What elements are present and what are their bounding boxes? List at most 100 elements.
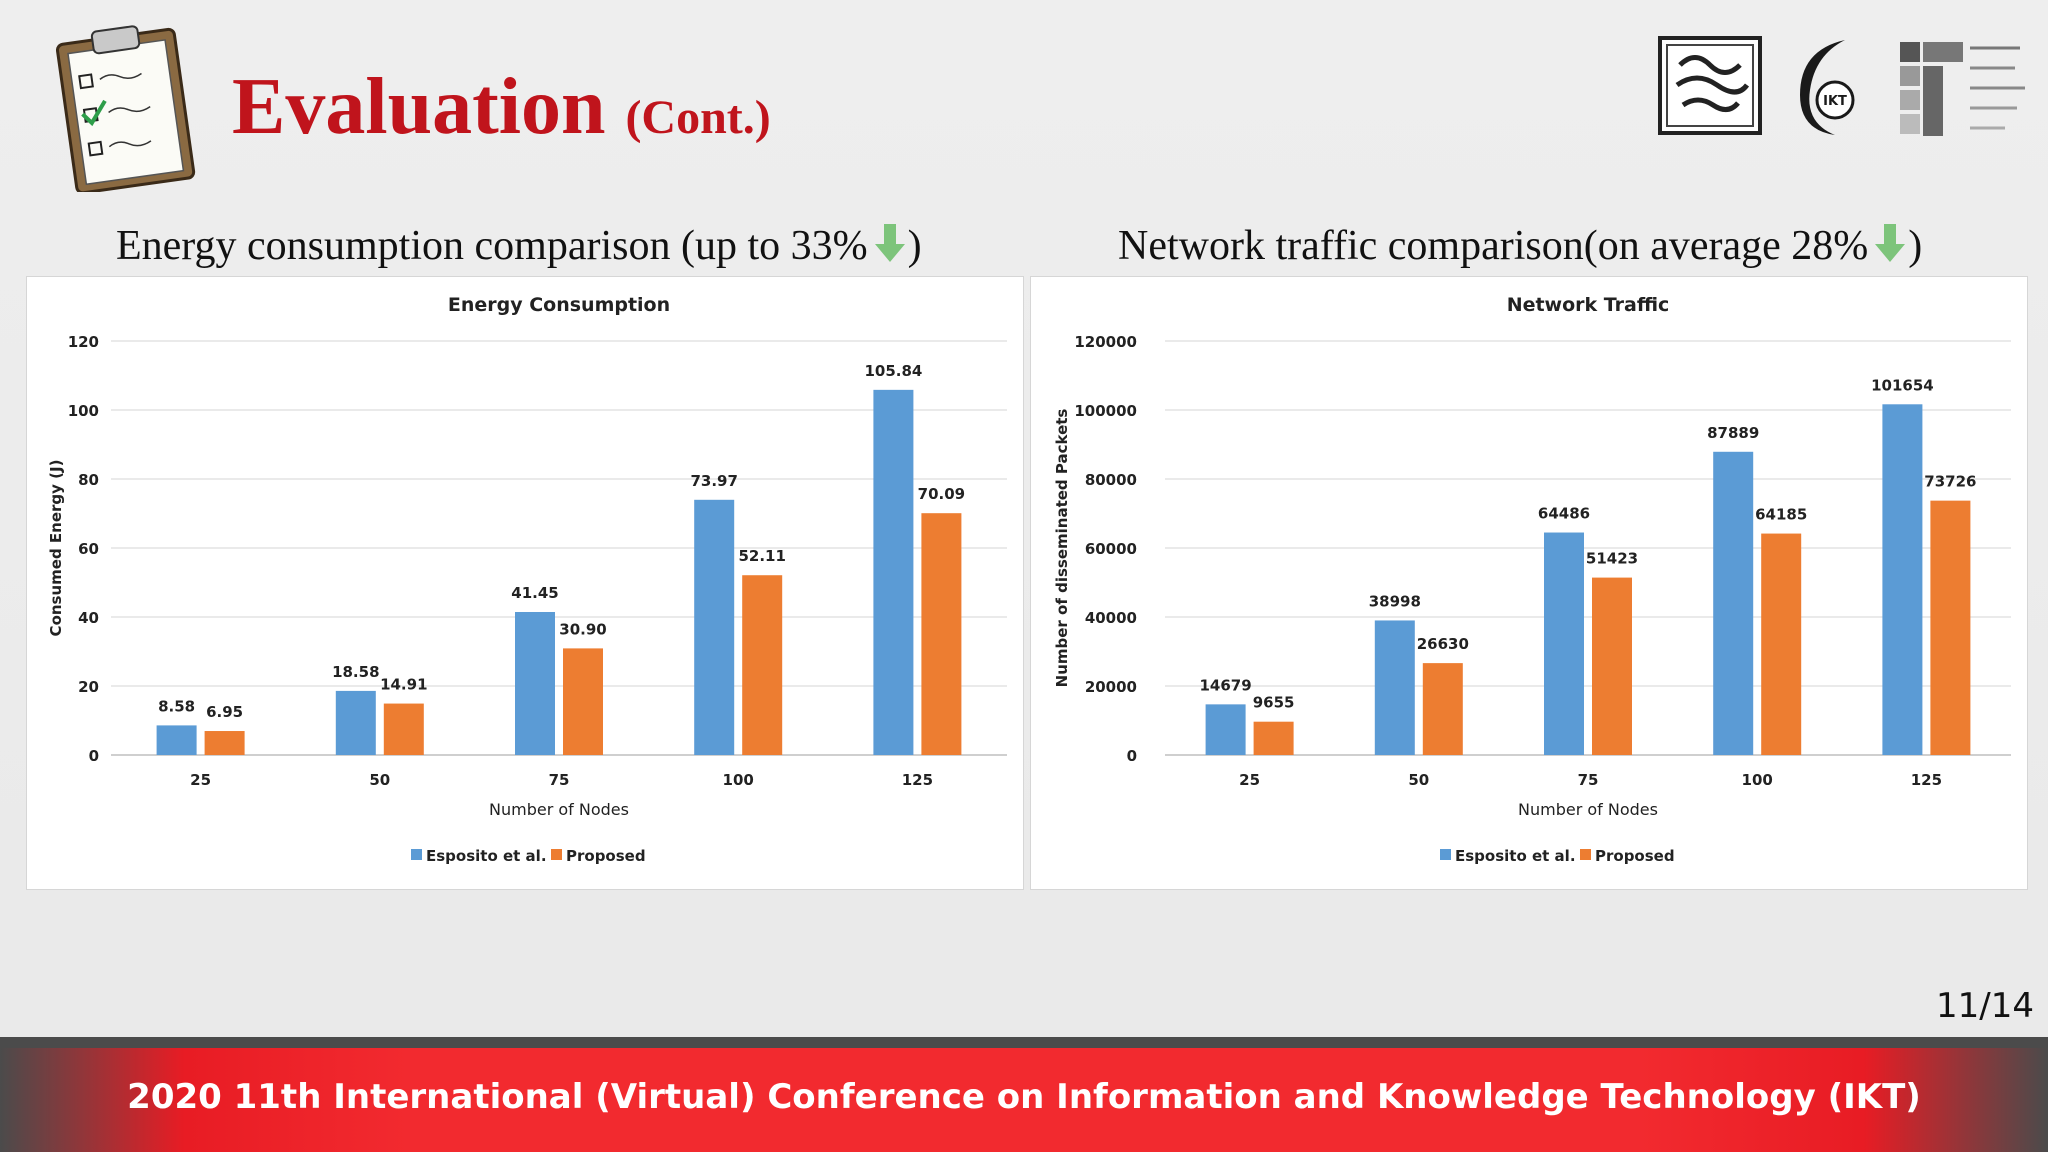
- title-main: Evaluation: [232, 63, 606, 151]
- data-label: 105.84: [864, 362, 922, 380]
- page-title: Evaluation (Cont.): [232, 62, 771, 153]
- x-tick-label: 75: [1578, 771, 1599, 789]
- y-axis-label: Consumed Energy (J): [47, 460, 65, 637]
- data-label: 8.58: [158, 697, 195, 715]
- energy-caption: Energy consumption comparison (up to 33%…: [116, 222, 922, 274]
- x-tick-label: 50: [369, 771, 390, 789]
- data-label: 9655: [1253, 694, 1295, 712]
- bar-proposed: [1253, 721, 1294, 755]
- chart-title: Network Traffic: [1507, 294, 1670, 316]
- data-label: 64185: [1755, 506, 1807, 524]
- legend-swatch: [551, 849, 562, 860]
- x-tick-label: 125: [902, 771, 933, 789]
- bar-proposed: [742, 575, 783, 755]
- y-tick-label: 0: [89, 747, 99, 765]
- legend-label: Proposed: [1595, 847, 1675, 865]
- traffic-caption-close: ): [1908, 223, 1923, 269]
- x-axis-label: Number of Nodes: [1518, 800, 1658, 819]
- y-tick-label: 120000: [1074, 333, 1137, 351]
- data-label: 18.58: [332, 663, 379, 681]
- chart-title: Energy Consumption: [448, 294, 670, 316]
- data-label: 30.90: [559, 620, 606, 638]
- bar-proposed: [563, 648, 603, 755]
- traffic-chart-panel: Network Traffic 0 20000 40000 60000 80000 1000…: [1030, 276, 2028, 890]
- y-tick-label: 20: [78, 678, 99, 696]
- x-tick-label: 100: [723, 771, 754, 789]
- data-label: 73.97: [690, 472, 737, 490]
- y-tick-label: 0: [1127, 747, 1137, 765]
- ikt-logo: IKT: [1800, 40, 1855, 135]
- bar-esposito: [1205, 704, 1246, 755]
- footer-band: [0, 1048, 2048, 1152]
- energy-caption-text: Energy consumption comparison (up to 33%: [116, 223, 868, 269]
- data-label: 52.11: [738, 547, 785, 565]
- bar-esposito: [1882, 404, 1923, 755]
- x-axis-label: Number of Nodes: [489, 800, 629, 819]
- bar-proposed: [1930, 500, 1971, 755]
- bar-esposito: [1544, 532, 1584, 755]
- down-arrow-icon: [874, 224, 905, 263]
- title-suffix: (Cont.): [625, 91, 771, 144]
- bar-proposed: [1422, 663, 1463, 755]
- bar-esposito: [694, 499, 735, 755]
- data-label: 87889: [1707, 424, 1759, 442]
- x-tick-label: 125: [1911, 771, 1942, 789]
- bar-esposito: [335, 690, 376, 755]
- legend-label: Esposito et al.: [426, 847, 547, 865]
- y-axis-label: Number of disseminated Packets: [1053, 409, 1071, 688]
- data-label: 14.91: [380, 676, 427, 694]
- footer-bar: 2020 11th International (Virtual) Confer…: [0, 1037, 2048, 1152]
- legend-label: Proposed: [566, 847, 646, 865]
- bar-esposito: [1713, 451, 1754, 755]
- data-label: 51423: [1586, 550, 1638, 568]
- x-tick-label: 100: [1742, 771, 1773, 789]
- footer-text: 2020 11th International (Virtual) Confer…: [127, 1077, 1921, 1117]
- bar-proposed: [383, 703, 424, 755]
- legend-swatch: [1580, 849, 1591, 860]
- bar-proposed: [1592, 577, 1632, 755]
- y-tick-label: 60000: [1085, 540, 1137, 558]
- legend-swatch: [1440, 849, 1451, 860]
- x-tick-label: 25: [190, 771, 211, 789]
- data-label: 6.95: [206, 703, 243, 721]
- page-number: 11/14: [1936, 986, 2034, 1026]
- energy-caption-close: ): [907, 223, 922, 269]
- sponsor-logos: IKT: [1655, 30, 2030, 145]
- data-label: 73726: [1924, 473, 1976, 491]
- y-tick-label: 100: [68, 402, 99, 420]
- traffic-caption: Network traffic comparison(on average 28…: [1118, 222, 1922, 274]
- bar-proposed: [921, 513, 962, 755]
- energy-consumption-chart: Energy Consumption 0 20 40 60 80 100 120 Consume…: [47, 294, 1007, 865]
- university-logo: [1658, 36, 1762, 135]
- data-label: 38998: [1369, 592, 1421, 610]
- data-label: 101654: [1871, 376, 1934, 394]
- y-tick-label: 20000: [1085, 678, 1137, 696]
- checklist-clipboard-icon: [55, 22, 196, 195]
- y-tick-label: 40000: [1085, 609, 1137, 627]
- down-arrow-icon: [1875, 224, 1906, 263]
- data-label: 26630: [1417, 635, 1469, 653]
- bar-esposito: [873, 389, 914, 755]
- y-tick-label: 60: [78, 540, 99, 558]
- traffic-caption-text: Network traffic comparison(on average 28…: [1118, 223, 1869, 269]
- y-tick-label: 40: [78, 609, 99, 627]
- legend-swatch: [411, 849, 422, 860]
- svg-text:IKT: IKT: [1823, 94, 1847, 109]
- energy-chart-panel: Energy Consumption 0 20 40 60 80 100 120 Consume…: [26, 276, 1024, 890]
- data-label: 70.09: [918, 485, 965, 503]
- data-label: 64486: [1538, 505, 1590, 523]
- x-tick-label: 75: [549, 771, 570, 789]
- y-tick-label: 80: [78, 471, 99, 489]
- itrc-logo: [1900, 42, 2025, 136]
- x-tick-label: 50: [1408, 771, 1429, 789]
- bar-esposito: [156, 725, 197, 755]
- y-tick-label: 80000: [1085, 471, 1137, 489]
- bar-esposito: [1374, 620, 1415, 755]
- bar-esposito: [515, 611, 555, 755]
- bar-proposed: [1761, 533, 1802, 755]
- y-tick-label: 120: [68, 333, 99, 351]
- legend-label: Esposito et al.: [1455, 847, 1576, 865]
- network-traffic-chart: Network Traffic 0 20000 40000 60000 80000 1000…: [1053, 294, 2011, 865]
- y-tick-label: 100000: [1074, 402, 1137, 420]
- bar-proposed: [204, 731, 245, 755]
